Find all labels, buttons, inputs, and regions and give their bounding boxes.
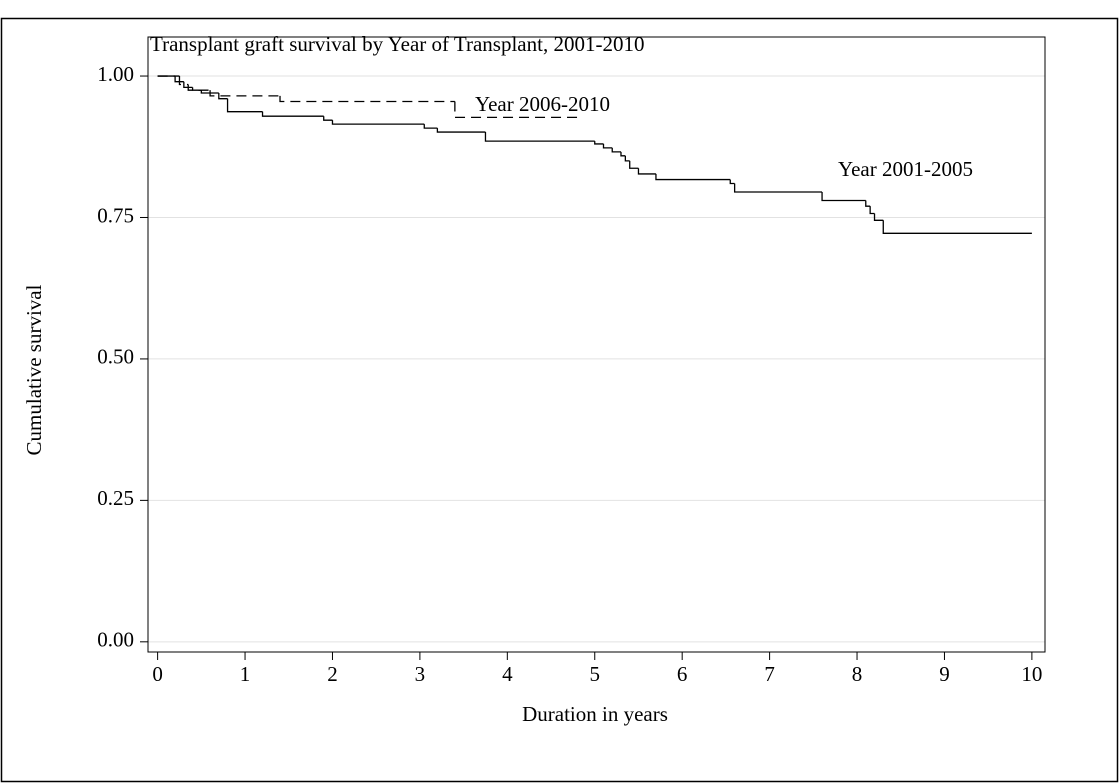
x-tick-label: 0: [152, 662, 163, 686]
survival-step: [174, 76, 184, 83]
survival-step: [821, 192, 866, 202]
survival-step: [484, 132, 595, 142]
figure-frame: [0, 17, 1119, 783]
survival-step: [226, 98, 263, 113]
survival-step: [869, 206, 875, 215]
series-label: Year 2006-2010: [475, 92, 610, 116]
survival-step: [611, 147, 621, 153]
series-label: Year 2001-2005: [838, 157, 973, 181]
y-tick-label: 0.25: [97, 486, 134, 510]
x-tick-label: 3: [415, 662, 426, 686]
survival-step: [733, 183, 823, 193]
y-tick-label: 0.50: [97, 345, 134, 369]
y-tick-label: 1.00: [97, 62, 134, 86]
x-tick-label: 1: [240, 662, 251, 686]
y-axis-label: Cumulative survival: [22, 284, 46, 455]
x-tick-label: 9: [939, 662, 950, 686]
x-tick-label: 8: [852, 662, 863, 686]
y-tick-label: 0.75: [97, 203, 134, 227]
survival-step: [655, 173, 731, 181]
x-tick-label: 7: [764, 662, 775, 686]
survival-step: [423, 124, 438, 129]
survival-step: [882, 220, 1032, 234]
survival-step: [323, 116, 333, 121]
survival-step: [637, 168, 656, 175]
survival-step: [183, 81, 193, 89]
x-axis-label: Duration in years: [522, 702, 668, 726]
y-tick-label: 0.00: [97, 628, 134, 652]
survival-step: [602, 143, 613, 149]
survival-step: [873, 213, 884, 221]
survival-step: [200, 90, 219, 94]
survival-step: [624, 155, 630, 162]
x-tick-label: 5: [590, 662, 601, 686]
survival-step: [209, 90, 281, 97]
plot-frame: [147, 36, 1046, 653]
x-tick-label: 2: [327, 662, 338, 686]
survival-step: [191, 87, 202, 91]
survival-step: [629, 160, 639, 169]
x-tick-label: 10: [1021, 662, 1042, 686]
survival-step: [594, 141, 604, 145]
survival-step: [261, 111, 324, 117]
survival-step: [178, 76, 189, 86]
survival-step: [218, 93, 228, 100]
chart-title: Transplant graft survival by Year of Tra…: [150, 32, 644, 56]
x-tick-label: 4: [502, 662, 513, 686]
survival-step: [620, 151, 626, 157]
survival-step: [865, 200, 871, 207]
survival-step: [454, 101, 582, 118]
survival-step: [331, 120, 425, 125]
survival-step: [436, 128, 486, 133]
survival-step: [729, 179, 735, 185]
survival-step: [279, 95, 455, 103]
x-tick-label: 6: [677, 662, 688, 686]
survival-step: [187, 84, 211, 91]
